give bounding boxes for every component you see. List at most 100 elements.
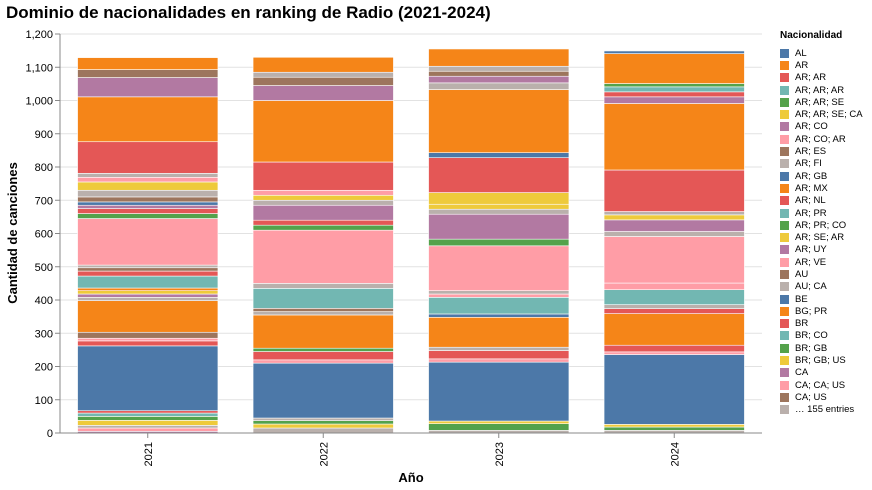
legend-label: AU (795, 268, 809, 280)
x-tick-label: 2022 (318, 442, 330, 466)
y-tick-label: 800 (35, 162, 53, 174)
bar-segment (603, 50, 745, 54)
bar-segment (77, 177, 219, 183)
bar-segment (252, 189, 394, 196)
legend-item: AR; ES (780, 145, 872, 157)
bar-segment (77, 297, 219, 301)
bar-segment (603, 236, 745, 284)
bar-segment (77, 270, 219, 277)
legend-item: BG; PR (780, 305, 872, 317)
legend-label: AR; VE (795, 256, 827, 268)
legend-swatch (780, 368, 789, 378)
legend-swatch (780, 48, 789, 58)
bar-segment (252, 56, 394, 73)
legend: Nacionalidad AL AR AR; AR AR; AR; AR AR; AR;… (780, 30, 872, 416)
legend-label: AR; FI (795, 158, 822, 170)
legend-swatch (780, 343, 789, 353)
bar-segment (77, 189, 219, 198)
legend-item: BR; GB; US (780, 354, 872, 366)
y-axis-title: Cantidad de canciones (5, 162, 20, 304)
legend-item: AR; AR; SE (780, 96, 872, 108)
legend-swatch (780, 183, 789, 193)
y-tick-label: 1,100 (25, 62, 53, 74)
bar-segment (77, 77, 219, 98)
bar-segment (603, 103, 745, 171)
legend-item: AR; AR; SE; CA (780, 108, 872, 120)
bar-segment (252, 219, 394, 226)
legend-label: AR; AR; SE (795, 96, 845, 108)
y-tick-label: 300 (35, 328, 53, 340)
legend-item: BE (780, 293, 872, 305)
legend-item: BR; GB (780, 342, 872, 354)
legend-swatch (780, 122, 789, 132)
legend-item: AR; PR (780, 207, 872, 219)
legend-swatch (780, 73, 789, 83)
legend-item: BR (780, 318, 872, 330)
legend-item: AR (780, 59, 872, 71)
legend-swatch (780, 294, 789, 304)
legend-item: AR; VE (780, 256, 872, 268)
bar-segment (77, 141, 219, 174)
legend-item: AR; AR; AR (780, 84, 872, 96)
y-tick-label: 400 (35, 295, 53, 307)
stacked-bar-chart: 0 100 200 300 400 500 600 700 800 900 1,000 1,100 1,… (5, 29, 762, 485)
legend-label: BR (795, 318, 809, 330)
bar-segment (77, 57, 219, 70)
bar-segment (603, 211, 745, 216)
bar-segment (603, 96, 745, 104)
legend-swatch (780, 269, 789, 279)
bar-segment (252, 194, 394, 201)
legend-label: AU; CA (795, 281, 827, 293)
legend-swatch (780, 331, 789, 341)
legend-swatch (780, 282, 789, 292)
bar-segment (603, 83, 745, 88)
bar-segment (428, 297, 570, 315)
legend-swatch (780, 220, 789, 230)
bar-segment (603, 308, 745, 314)
legend-label: AR; SE; AR (795, 232, 845, 244)
legend-swatch (780, 85, 789, 95)
legend-item: AR; PR; CO (780, 219, 872, 231)
legend-item: AR; SE; AR (780, 231, 872, 243)
bar-segment (77, 218, 219, 266)
legend-title: Nacionalidad (780, 30, 843, 41)
y-tick-label: 500 (35, 262, 53, 274)
bar-segment (428, 423, 570, 431)
bar-segment (428, 192, 570, 205)
bar-segment (77, 204, 219, 209)
x-tick-label: 2023 (494, 442, 506, 466)
bar-segment (428, 152, 570, 158)
bar-segment (428, 313, 570, 318)
legend-swatch (780, 171, 789, 181)
bar-segment (252, 161, 394, 191)
bar-segment (252, 362, 394, 419)
legend-swatch (780, 245, 789, 255)
bar-segment (252, 351, 394, 361)
legend-swatch (780, 319, 789, 329)
bar-segment (428, 290, 570, 295)
bar-segment (428, 208, 570, 215)
legend-swatch (780, 208, 789, 218)
bar-segment (428, 213, 570, 240)
bar-segment (603, 351, 745, 355)
legend-label: BG; PR (795, 305, 828, 317)
bar-segment (428, 203, 570, 210)
legend-item: AR; UY (780, 244, 872, 256)
bar-segment (77, 337, 219, 342)
legend-item: AR; MX (780, 182, 872, 194)
bar-segment (603, 344, 745, 353)
legend-items: AL AR AR; AR AR; AR; AR AR; AR; SE AR; AR; SE… (780, 47, 872, 416)
bar-segment (252, 423, 394, 429)
bar-segment (77, 300, 219, 333)
axes: 0 100 200 300 400 500 600 700 800 900 1,000 1,100 1,… (25, 29, 762, 466)
bar-segment (428, 420, 570, 424)
bar-segment (77, 173, 219, 178)
bar-segment (77, 208, 219, 214)
bar-segment (603, 91, 745, 98)
bar-segment (77, 416, 219, 421)
legend-label: AR; ES (795, 146, 827, 158)
bar-segment (252, 283, 394, 289)
legend-label: CA; CA; US (795, 379, 846, 391)
bar-segment (252, 347, 394, 352)
legend-item: CA; US (780, 391, 872, 403)
